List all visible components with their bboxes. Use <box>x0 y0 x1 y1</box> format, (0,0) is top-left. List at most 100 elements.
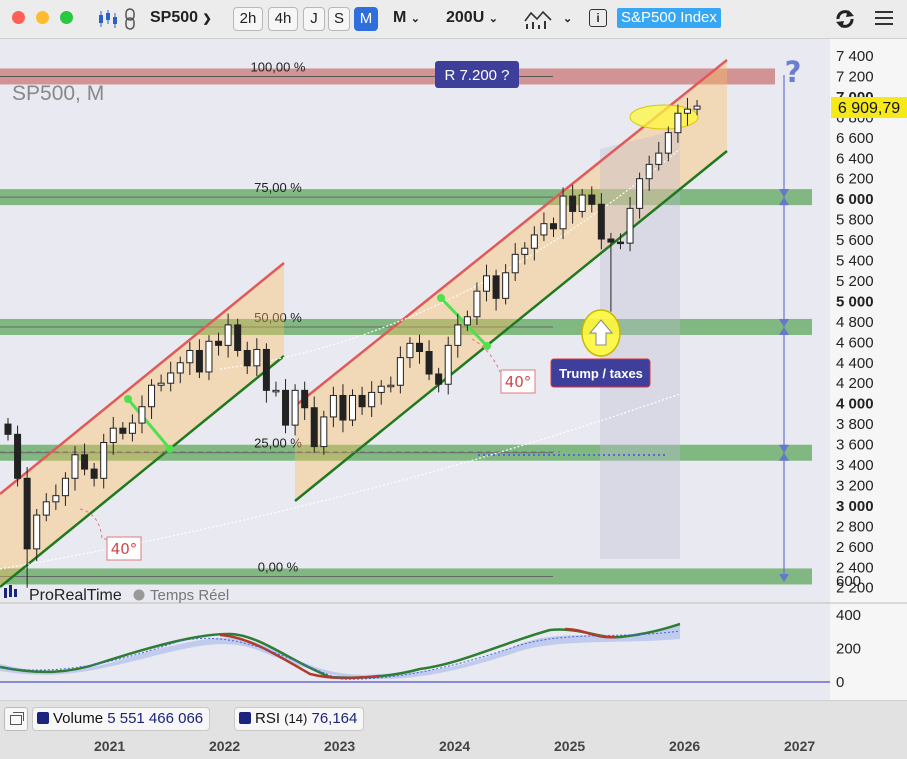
volume-legend[interactable]: Volume 5 551 466 066 <box>32 707 211 731</box>
candle-body <box>597 203 605 240</box>
candle-body <box>406 342 414 359</box>
sync-icon[interactable] <box>834 8 856 30</box>
toolbar: SP500 ❯ 2h 4h J S M M ⌄ 200U ⌄ ⌄ i S&P50… <box>0 0 907 39</box>
timeframe-month[interactable]: M <box>354 7 378 31</box>
candle-body <box>100 442 108 479</box>
candle-body <box>492 275 500 299</box>
candle-body <box>186 349 194 364</box>
measure-arrow-up-0 <box>779 197 789 206</box>
rsi-signal-line <box>0 630 681 680</box>
indicator-icon[interactable] <box>524 7 554 31</box>
candle-body <box>463 316 471 326</box>
candle-body <box>310 407 318 448</box>
candle-body <box>425 351 433 375</box>
x-tick-2027: 2027 <box>784 738 816 754</box>
rsi-tick-label: 0 <box>836 674 844 691</box>
info-icon[interactable]: i <box>589 9 607 27</box>
resistance-label[interactable]: R 7.200 ? <box>435 61 519 88</box>
measure-arrow-down-1 <box>779 318 789 327</box>
measure-arrow-up-1 <box>779 326 789 335</box>
candle-body <box>521 247 529 255</box>
candle-body <box>339 394 347 421</box>
candle-body <box>511 253 519 274</box>
candle-body <box>119 427 127 434</box>
y-tick-label: 6 600 <box>836 130 874 147</box>
index-badge: S&P500 Index <box>617 8 721 28</box>
candle-body <box>215 340 223 346</box>
y-tick-label: 3 400 <box>836 457 874 474</box>
svg-text:40°: 40° <box>111 540 138 558</box>
candle-body <box>683 108 691 114</box>
price-chart[interactable]: 100,00 % 75,00 % 50,00 % 25,00 % 0,00 % 7 40… <box>0 39 907 700</box>
timeframe-2h[interactable]: 2h <box>233 7 263 31</box>
y-tick-label: 4 200 <box>836 375 874 392</box>
candle-body <box>358 394 366 408</box>
y-tick-label: 5 600 <box>836 232 874 249</box>
menu-icon[interactable] <box>874 10 894 26</box>
angle-label-left: 40° <box>106 536 142 561</box>
y-tick-label: 5 200 <box>836 273 874 290</box>
annotation-text: Trump / taxes <box>559 366 643 381</box>
layout-icon[interactable] <box>4 707 28 731</box>
candle-body <box>444 344 452 385</box>
symbol-selector[interactable]: SP500 ❯ <box>150 9 212 26</box>
window-zoom-button[interactable] <box>60 11 73 24</box>
timeframe-day[interactable]: J <box>303 7 325 31</box>
bars-dropdown[interactable]: 200U ⌄ <box>446 9 498 26</box>
candle-body <box>71 454 79 479</box>
candle-body <box>234 324 242 351</box>
candle-body <box>320 416 328 448</box>
candle-body <box>109 427 117 444</box>
window-close-button[interactable] <box>12 11 25 24</box>
rsi-tick-label: 200 <box>836 640 861 657</box>
window-minimize-button[interactable] <box>36 11 49 24</box>
short-ma <box>219 148 681 370</box>
svg-text:ProRealTime: ProRealTime <box>29 587 122 604</box>
width-arrow-head-a-1 <box>437 294 445 302</box>
rsi-legend[interactable]: RSI (14) 76,164 <box>234 707 365 731</box>
branding: ProRealTime Temps Réel <box>4 585 229 604</box>
y-tick-label: 2 600 <box>836 539 874 556</box>
timeframe-week[interactable]: S <box>328 7 350 31</box>
up-arrow-icon <box>588 319 614 346</box>
timeframe-4h[interactable]: 4h <box>268 7 298 31</box>
indicator-dropdown-chevron[interactable]: ⌄ <box>563 13 573 25</box>
price-axis-bg <box>830 39 907 700</box>
link-icon[interactable] <box>124 8 136 30</box>
candle-body <box>157 382 165 386</box>
candle-body <box>655 152 663 165</box>
width-arrow-0 <box>126 398 172 450</box>
measure-arrow-down-0 <box>779 189 789 198</box>
width-arrow-head-b-0 <box>166 445 174 453</box>
y-tick-label: 6 400 <box>836 150 874 167</box>
width-arrow-head-a-0 <box>124 395 132 403</box>
candlestick-icon[interactable] <box>96 9 118 29</box>
y-tick-label: 3 800 <box>836 416 874 433</box>
y-tick-label: 5 400 <box>836 253 874 270</box>
trump-taxes-annotation[interactable]: Trump / taxes <box>550 358 651 388</box>
y-tick-label: 3 600 <box>836 437 874 454</box>
candle-body <box>636 178 644 209</box>
footer-panel: Volume 5 551 466 066 RSI (14) 76,164 202… <box>0 700 907 759</box>
candle-body <box>454 324 462 346</box>
candle-body <box>4 423 12 435</box>
candle-body <box>559 195 567 230</box>
candle-body <box>645 163 653 180</box>
candle-body <box>262 348 270 391</box>
channel-2-fill <box>295 60 727 501</box>
candle-body <box>167 372 175 384</box>
period-dropdown[interactable]: M ⌄ <box>393 9 420 26</box>
x-tick-2021: 2021 <box>94 738 126 754</box>
candle-body <box>224 324 232 346</box>
y-tick-label: 5 800 <box>836 212 874 229</box>
y-tick-label: 4 600 <box>836 334 874 351</box>
candle-body <box>396 357 404 386</box>
fib-label-1: 75,00 % <box>254 180 302 195</box>
candle-body <box>61 477 69 497</box>
candle-body <box>626 207 634 244</box>
y-tick-label: 3 000 <box>836 498 874 515</box>
x-tick-2024: 2024 <box>439 738 471 754</box>
candle-body <box>81 454 89 470</box>
channel-1-top-line <box>0 262 285 495</box>
x-tick-2025: 2025 <box>554 738 586 754</box>
